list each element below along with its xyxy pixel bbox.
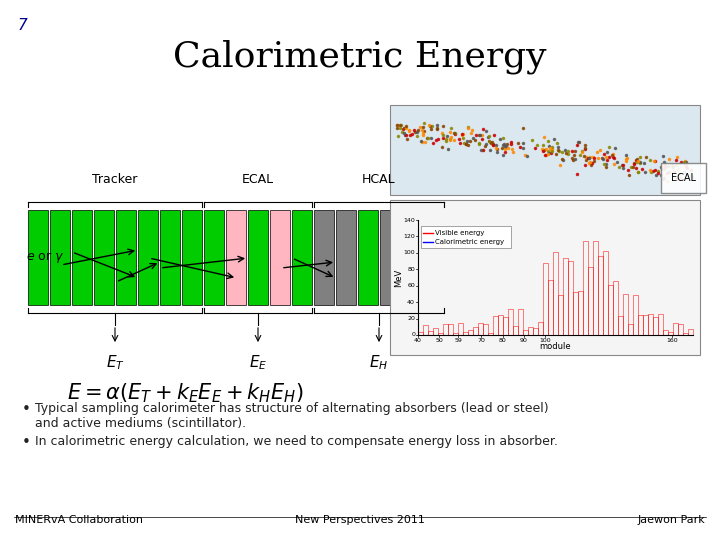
Text: Jaewon Park: Jaewon Park [637, 515, 705, 525]
Text: $E_E$: $E_E$ [249, 353, 267, 372]
Text: ECAL: ECAL [242, 173, 274, 186]
Bar [116, 210, 136, 305]
Bar [380, 210, 400, 305]
Text: Visible energy: Visible energy [435, 230, 485, 236]
Text: •: • [22, 402, 31, 417]
Text: •: • [22, 435, 31, 450]
Text: ECAL: ECAL [671, 173, 696, 183]
Bar [336, 210, 356, 305]
Bar [72, 210, 92, 305]
Text: 0: 0 [411, 333, 415, 338]
Bar [358, 210, 378, 305]
Text: 20: 20 [407, 316, 415, 321]
Text: New Perspectives 2011: New Perspectives 2011 [295, 515, 425, 525]
Bar [94, 210, 114, 305]
Text: In calorimetric energy calculation, we need to compensate energy loss in absorbe: In calorimetric energy calculation, we n… [35, 435, 558, 448]
Text: module: module [540, 342, 571, 351]
Bar [292, 210, 312, 305]
Bar [28, 210, 48, 305]
Bar [248, 210, 268, 305]
Text: $E_H$: $E_H$ [369, 353, 389, 372]
Text: $e$ or $\gamma$: $e$ or $\gamma$ [26, 250, 64, 265]
Text: Typical sampling calorimeter has structure of alternating absorbers (lead or ste: Typical sampling calorimeter has structu… [35, 402, 549, 430]
Text: 90: 90 [520, 338, 528, 343]
Text: 60: 60 [408, 283, 415, 288]
Text: 120: 120 [403, 234, 415, 239]
Bar [138, 210, 158, 305]
Text: $E_T$: $E_T$ [106, 353, 125, 372]
Text: 70: 70 [477, 338, 485, 343]
Bar [160, 210, 180, 305]
Text: 40: 40 [407, 300, 415, 305]
Text: 80: 80 [499, 338, 506, 343]
Bar [226, 210, 246, 305]
Text: Tracker: Tracker [92, 173, 138, 186]
Bar [182, 210, 202, 305]
Bar [390, 105, 700, 195]
Text: MeV: MeV [394, 268, 403, 287]
Bar [204, 210, 224, 305]
Text: 80: 80 [408, 267, 415, 272]
Text: 100: 100 [403, 251, 415, 255]
Bar [314, 210, 334, 305]
Text: 140: 140 [403, 218, 415, 222]
Text: Calorimetric Energy: Calorimetric Energy [174, 40, 546, 75]
Text: Calorimetric energy: Calorimetric energy [435, 239, 504, 245]
Bar [421, 226, 511, 248]
Bar [390, 200, 700, 355]
Text: MINERvA Collaboration: MINERvA Collaboration [15, 515, 143, 525]
Text: 100: 100 [539, 338, 551, 343]
Text: 7: 7 [18, 18, 28, 33]
Bar [270, 210, 290, 305]
Text: HCAL: HCAL [362, 173, 396, 186]
Text: 40: 40 [414, 338, 422, 343]
Text: 160: 160 [666, 338, 678, 343]
Bar [402, 210, 422, 305]
Bar [424, 210, 444, 305]
Bar [50, 210, 70, 305]
Text: 50: 50 [436, 338, 443, 343]
Text: 59: 59 [454, 338, 462, 343]
Text: $E = \alpha(E_T + k_E E_E + k_H E_H)$: $E = \alpha(E_T + k_E E_E + k_H E_H)$ [67, 381, 303, 404]
